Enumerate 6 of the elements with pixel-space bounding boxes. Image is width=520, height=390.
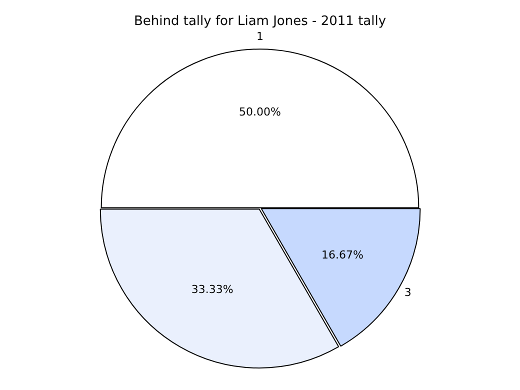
data-label: 33.33% bbox=[191, 283, 234, 296]
chart-title: Behind tally for Liam Jones - 2011 tally bbox=[134, 14, 386, 30]
data-label: 16.67% bbox=[321, 248, 364, 262]
slice-label: 3 bbox=[404, 286, 412, 300]
data-label: 50.00% bbox=[239, 105, 281, 118]
slice-label: 1 bbox=[256, 30, 264, 43]
